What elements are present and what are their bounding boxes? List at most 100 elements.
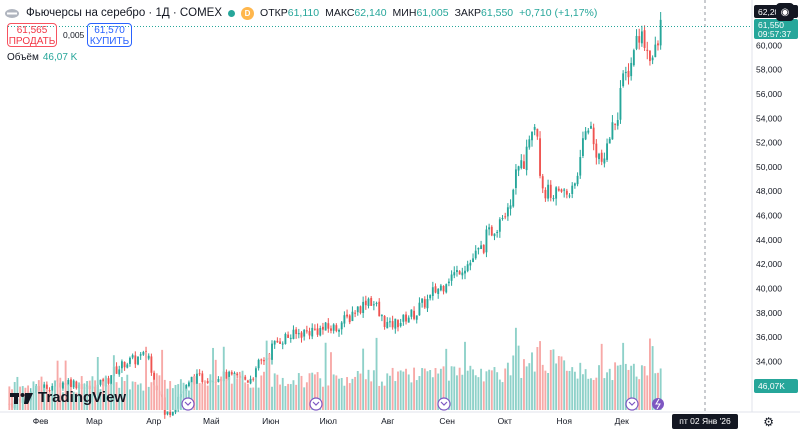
candle-body[interactable] xyxy=(359,306,362,313)
event-marker-icon[interactable] xyxy=(309,397,323,411)
candle-body[interactable] xyxy=(305,330,308,332)
candle-body[interactable] xyxy=(99,379,102,385)
candle-body[interactable] xyxy=(402,314,405,322)
candle-body[interactable] xyxy=(263,360,265,362)
candle-body[interactable] xyxy=(413,310,416,319)
candle-body[interactable] xyxy=(512,189,515,207)
candle-body[interactable] xyxy=(482,244,485,253)
candle-body[interactable] xyxy=(498,219,501,232)
candle-body[interactable] xyxy=(573,183,576,186)
candle-body[interactable] xyxy=(514,169,517,189)
candle-body[interactable] xyxy=(123,362,126,368)
candle-body[interactable] xyxy=(624,71,627,74)
candle-body[interactable] xyxy=(171,411,174,416)
candle-body[interactable] xyxy=(657,43,659,46)
candle-body[interactable] xyxy=(595,143,598,158)
candle-body[interactable] xyxy=(549,184,552,198)
candle-body[interactable] xyxy=(372,304,375,306)
candle-body[interactable] xyxy=(541,176,544,189)
candle-body[interactable] xyxy=(579,157,582,176)
candle-body[interactable] xyxy=(292,329,295,339)
candle-body[interactable] xyxy=(635,35,638,49)
candle-body[interactable] xyxy=(287,334,290,338)
candle-body[interactable] xyxy=(70,379,72,388)
candle-body[interactable] xyxy=(407,317,410,323)
candle-body[interactable] xyxy=(67,379,70,386)
candle-body[interactable] xyxy=(190,376,193,383)
candle-body[interactable] xyxy=(608,138,611,144)
candle-body[interactable] xyxy=(600,152,603,162)
candle-body[interactable] xyxy=(217,379,220,382)
candle-body[interactable] xyxy=(533,126,536,130)
candle-body[interactable] xyxy=(649,50,651,61)
candle-body[interactable] xyxy=(279,341,281,344)
candle-body[interactable] xyxy=(576,175,579,185)
candle-body[interactable] xyxy=(196,373,198,384)
candle-body[interactable] xyxy=(378,301,381,317)
candle-body[interactable] xyxy=(581,138,584,156)
candle-body[interactable] xyxy=(439,285,442,291)
candle-body[interactable] xyxy=(517,166,520,171)
candle-body[interactable] xyxy=(592,127,595,145)
candle-body[interactable] xyxy=(383,315,386,327)
candle-body[interactable] xyxy=(493,233,496,237)
gear-icon[interactable]: ⚙ xyxy=(763,415,774,429)
candle-body[interactable] xyxy=(614,123,617,125)
candle-body[interactable] xyxy=(488,227,491,230)
candle-body[interactable] xyxy=(603,158,606,164)
candle-body[interactable] xyxy=(254,368,257,379)
candle-body[interactable] xyxy=(485,229,488,253)
candle-body[interactable] xyxy=(147,355,150,359)
candle-body[interactable] xyxy=(107,378,110,384)
candle-body[interactable] xyxy=(619,88,622,120)
candle-body[interactable] xyxy=(118,369,121,375)
candle-body[interactable] xyxy=(437,288,440,294)
candle-body[interactable] xyxy=(423,299,426,308)
candle-body[interactable] xyxy=(568,195,571,197)
candle-body[interactable] xyxy=(332,324,335,331)
candle-body[interactable] xyxy=(630,62,633,77)
candle-body[interactable] xyxy=(271,343,273,360)
candle-body[interactable] xyxy=(48,389,51,392)
candle-body[interactable] xyxy=(62,382,64,389)
candle-body[interactable] xyxy=(611,122,614,140)
candle-body[interactable] xyxy=(110,375,113,385)
candle-body[interactable] xyxy=(150,356,153,373)
candle-body[interactable] xyxy=(456,270,458,273)
candle-body[interactable] xyxy=(616,120,619,126)
candle-body[interactable] xyxy=(273,340,276,345)
candle-body[interactable] xyxy=(445,284,448,293)
candle-body[interactable] xyxy=(43,384,46,392)
candle-body[interactable] xyxy=(313,328,316,330)
candle-body[interactable] xyxy=(335,325,338,331)
candle-body[interactable] xyxy=(297,333,300,335)
candle-body[interactable] xyxy=(327,323,330,329)
candle-body[interactable] xyxy=(249,378,252,384)
candle-body[interactable] xyxy=(544,189,547,199)
candle-body[interactable] xyxy=(461,272,464,276)
candle-body[interactable] xyxy=(555,187,558,199)
candle-body[interactable] xyxy=(370,298,373,306)
candle-body[interactable] xyxy=(421,298,424,303)
candle-body[interactable] xyxy=(142,352,145,355)
candle-body[interactable] xyxy=(632,50,635,66)
candle-body[interactable] xyxy=(520,160,523,169)
camera-icon[interactable]: ◉ xyxy=(776,3,794,21)
candle-body[interactable] xyxy=(166,411,169,415)
candle-body[interactable] xyxy=(464,270,466,274)
candle-body[interactable] xyxy=(598,153,600,160)
candle-body[interactable] xyxy=(547,184,550,199)
candle-body[interactable] xyxy=(536,128,539,137)
candle-body[interactable] xyxy=(198,373,201,375)
candle-body[interactable] xyxy=(565,190,568,195)
symbol-title[interactable]: Фьючерсы на серебро · 1Д · COMEX xyxy=(26,7,223,19)
candle-body[interactable] xyxy=(410,309,413,317)
candle-body[interactable] xyxy=(523,161,525,169)
candle-body[interactable] xyxy=(506,207,509,217)
candle-body[interactable] xyxy=(638,36,641,43)
candle-body[interactable] xyxy=(447,281,450,284)
candle-body[interactable] xyxy=(284,334,287,344)
candle-body[interactable] xyxy=(295,329,298,334)
candle-body[interactable] xyxy=(257,359,260,369)
